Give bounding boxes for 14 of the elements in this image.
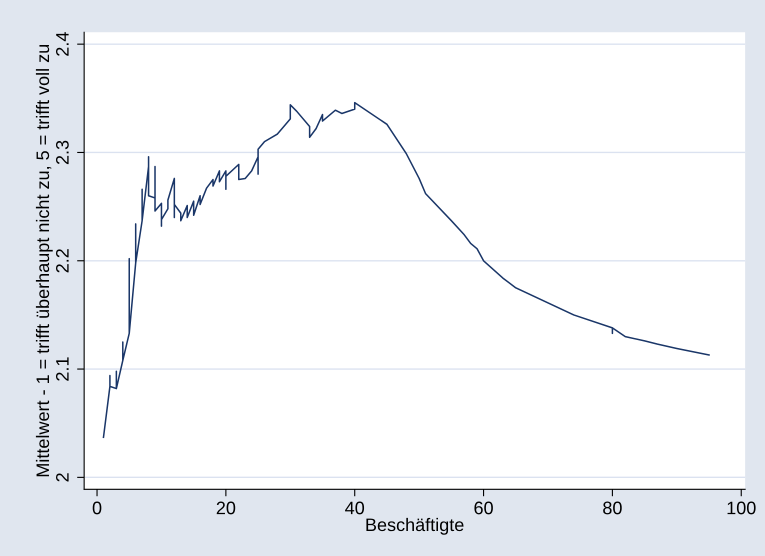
x-tick-label: 100 bbox=[728, 502, 756, 514]
x-tick-label: 40 bbox=[345, 502, 364, 514]
y-tick-label: 2.3 bbox=[56, 140, 69, 164]
y-tick-label: 2.2 bbox=[56, 249, 69, 272]
y-tick-label: 2.4 bbox=[56, 32, 69, 56]
x-tick-label: 60 bbox=[474, 502, 493, 514]
x-tick-label: 80 bbox=[603, 502, 622, 514]
line-series bbox=[102, 102, 710, 438]
y-tick-label: 2.1 bbox=[56, 357, 69, 381]
x-axis-title: Beschäftigte bbox=[366, 518, 464, 535]
x-tick-label: 20 bbox=[216, 502, 236, 514]
y-tick-label: 2 bbox=[56, 473, 69, 482]
x-tick-label: 0 bbox=[92, 502, 102, 514]
y-axis-title: Mittelwert - 1 = trifft überhaupt nicht zu, 5 = trifft voll zu bbox=[36, 45, 53, 476]
